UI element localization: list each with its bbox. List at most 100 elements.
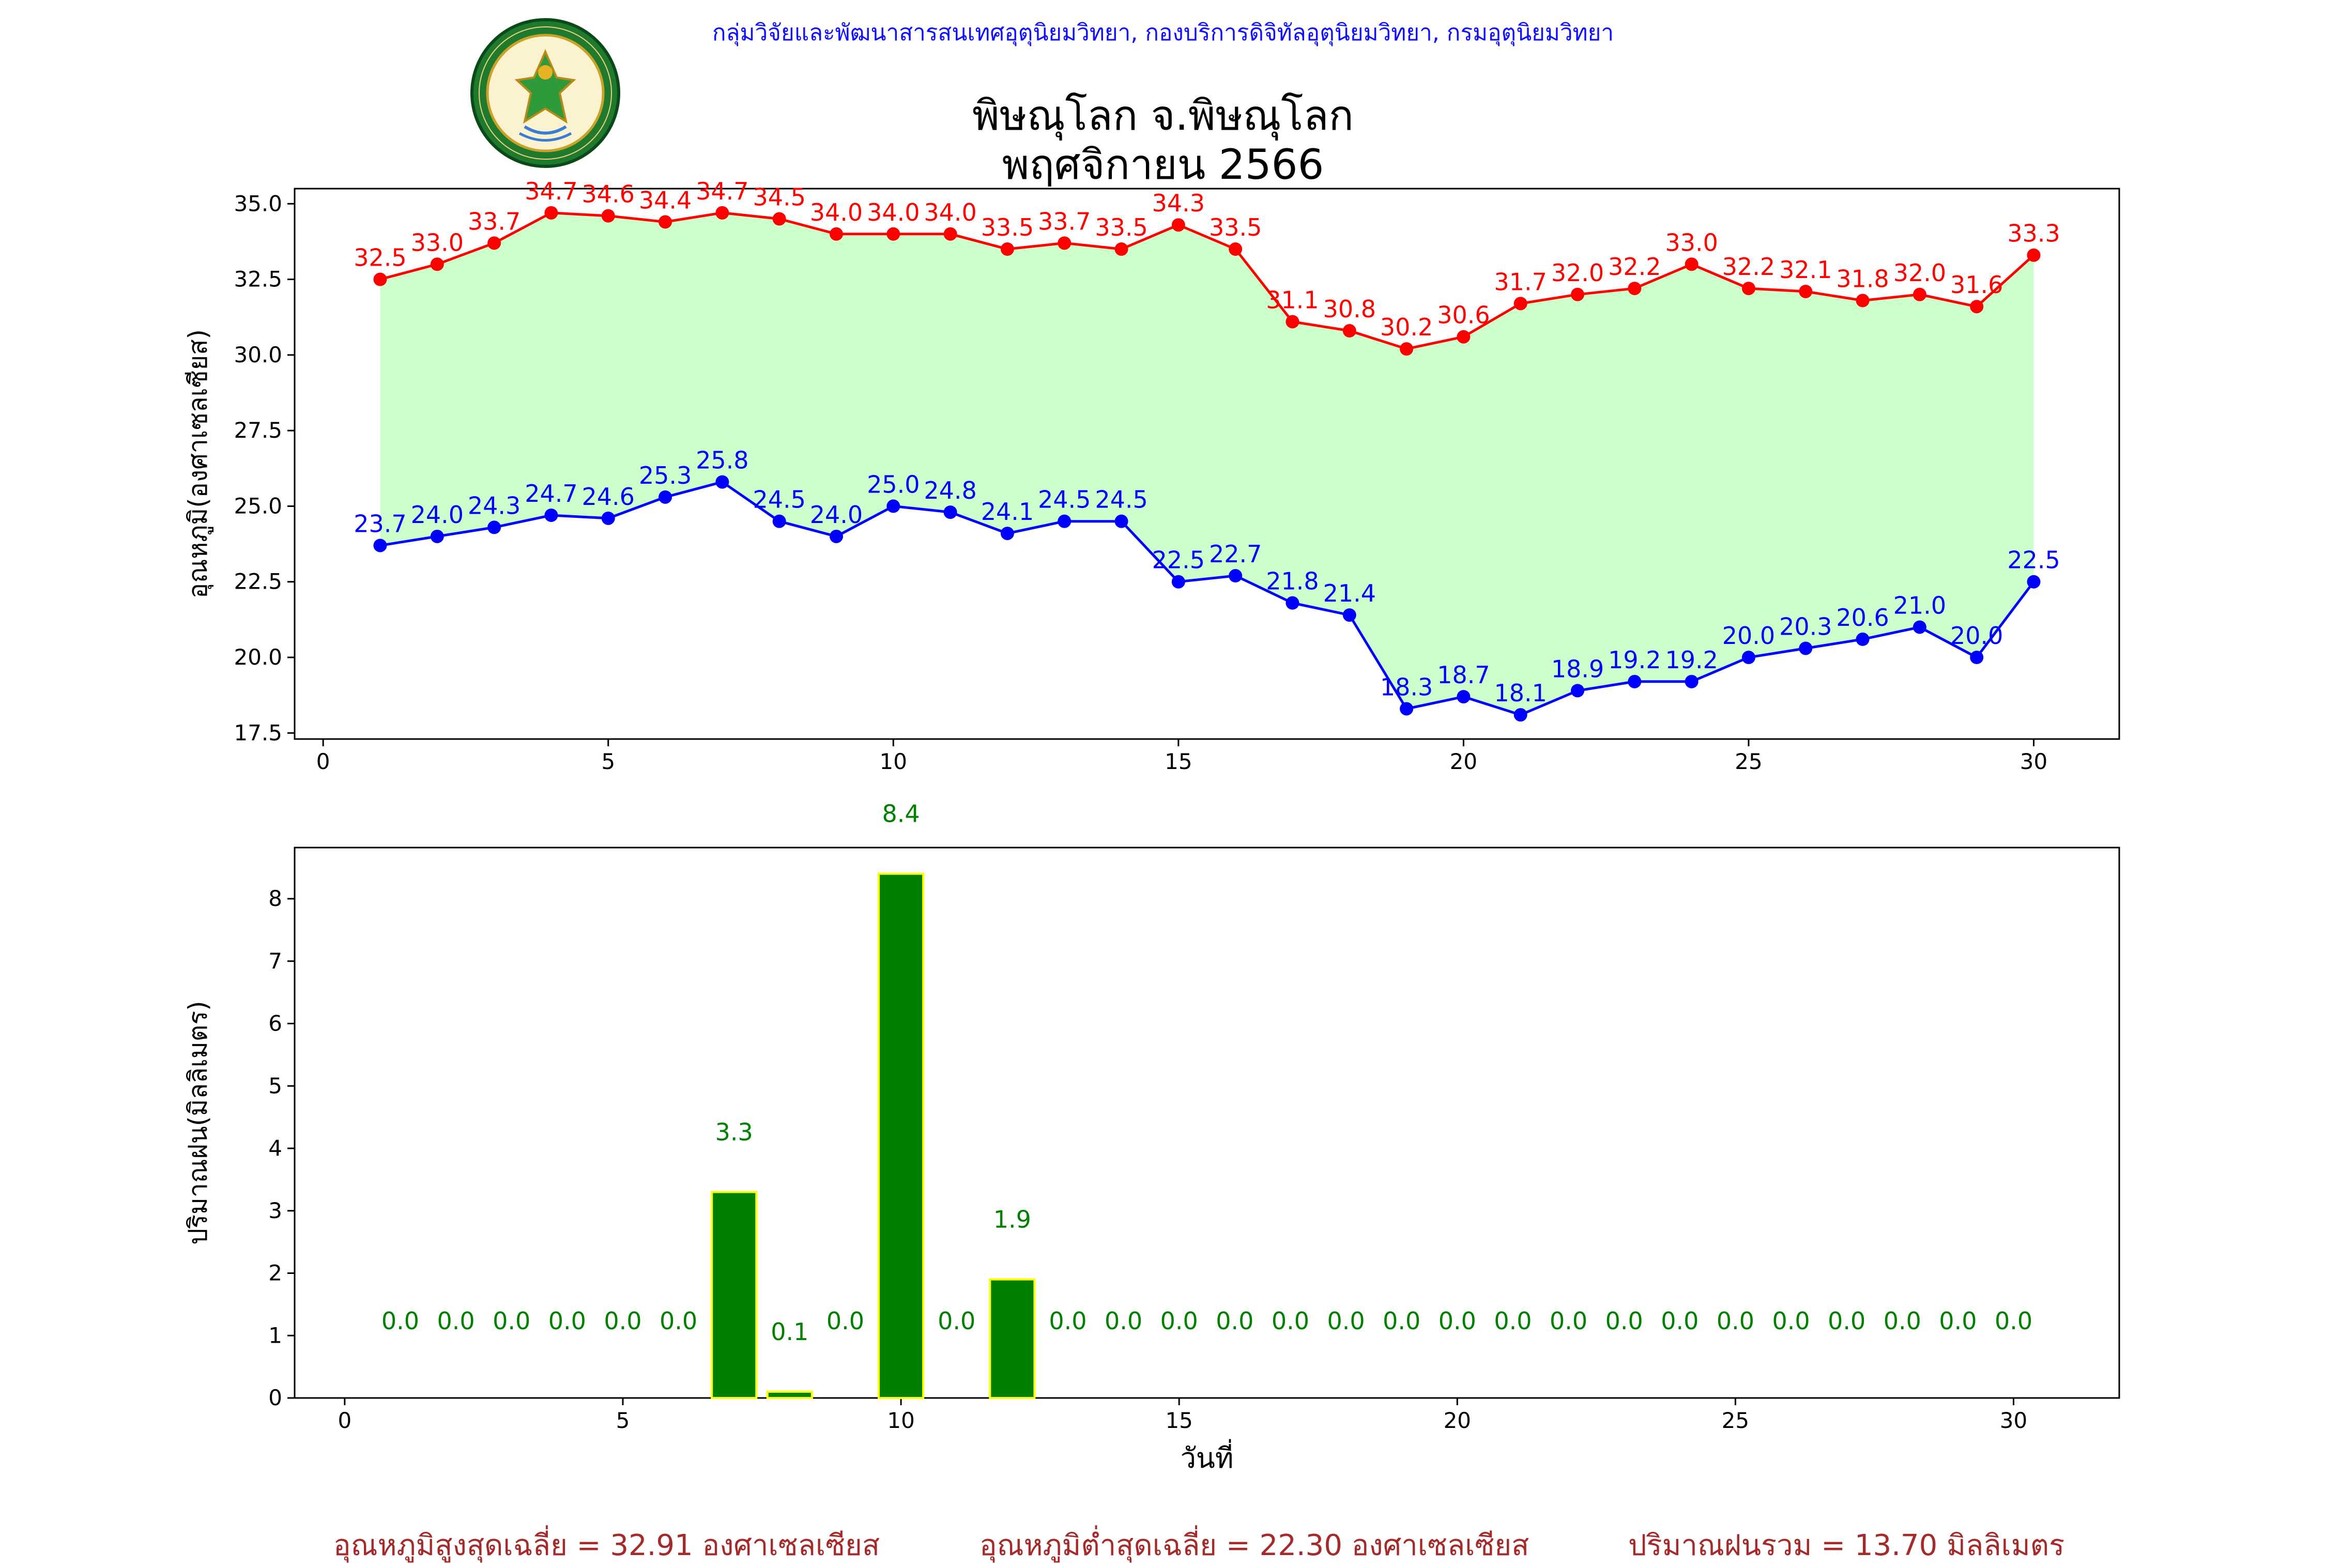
rainfall-chart: 0 5 10 15 20 25 30 0 1 2 3 4 5 6 7 8 ปริมาณฝน(มิลลิเมตร)… <box>183 800 2120 1474</box>
rainfall-label: 0.0 <box>1661 1307 1698 1335</box>
x-tick-label: 5 <box>616 1408 630 1433</box>
min-temperature-point <box>1856 632 1870 646</box>
max-temperature-label: 33.7 <box>468 207 521 235</box>
max-temperature-point <box>659 215 672 229</box>
max-temperature-label: 30.8 <box>1323 295 1376 323</box>
rainfall-label: 0.0 <box>827 1307 864 1335</box>
max-temperature-point <box>886 227 900 241</box>
rainfall-bar <box>878 872 925 1399</box>
y-tick-label: 7 <box>268 948 282 974</box>
max-temperature-label: 30.2 <box>1380 313 1433 341</box>
max-temperature-label: 33.5 <box>1209 213 1262 241</box>
min-temperature-label: 25.3 <box>639 462 692 489</box>
max-temperature-label: 33.5 <box>981 213 1034 241</box>
min-temperature-label: 19.2 <box>1665 646 1718 674</box>
min-temperature-label: 24.6 <box>582 483 635 511</box>
y-tick-label: 22.5 <box>234 569 282 594</box>
max-temperature-point <box>1171 218 1185 232</box>
min-temperature-label: 19.2 <box>1608 646 1661 674</box>
min-temperature-point <box>943 505 957 519</box>
temperature-chart: 0 5 10 15 20 25 30 17.5 20.0 22.5 25.0 27.5 30.0 32.5… <box>183 177 2120 774</box>
min-temperature-point <box>1058 514 1072 528</box>
min-temperature-label: 24.3 <box>468 491 521 519</box>
max-temperature-point <box>1741 282 1755 296</box>
max-temperature-label: 34.6 <box>582 180 635 208</box>
min-temperature-point <box>1342 608 1356 622</box>
min-temperature-label: 20.0 <box>1722 622 1775 650</box>
rainfall-label: 0.0 <box>381 1307 419 1335</box>
min-temperature-point <box>1229 569 1243 583</box>
rainfall-label: 3.3 <box>715 1118 753 1146</box>
rainfall-label: 0.0 <box>548 1307 586 1335</box>
min-temperature-point <box>1912 620 1926 634</box>
total-rainfall: ปริมาณฝนรวม = 13.70 มิลลิเมตร <box>1628 1529 2065 1562</box>
max-temperature-label: 33.0 <box>411 228 464 256</box>
min-temperature-label: 22.5 <box>2007 546 2060 574</box>
min-temperature-point <box>2027 575 2041 589</box>
rainfall-label: 0.0 <box>437 1307 475 1335</box>
min-temperature-point <box>772 514 786 528</box>
rainfall-label: 0.0 <box>1327 1307 1365 1335</box>
x-axis-label: วันที่ <box>1181 1439 1234 1474</box>
rainfall-label: 0.0 <box>1105 1307 1142 1335</box>
max-temperature-label: 30.6 <box>1437 301 1490 329</box>
y-tick-label: 30.0 <box>234 342 282 367</box>
max-temperature-point <box>1400 342 1414 356</box>
min-temperature-line <box>380 480 2035 716</box>
x-tick-label: 15 <box>1165 749 1192 774</box>
rainfall-label: 0.0 <box>1160 1307 1198 1335</box>
y-tick-label: 8 <box>268 886 282 911</box>
max-temperature-point <box>1058 236 1072 250</box>
avg-min-temperature: อุณหภูมิต่ำสุดเฉลี่ย = 22.30 องศาเซลเซีย… <box>980 1529 1529 1562</box>
max-temperature-label: 31.6 <box>1950 271 2003 299</box>
max-temperature-point <box>1970 300 1984 314</box>
avg-max-temperature: อุณหภูมิสูงสุดเฉลี่ย = 32.91 องศาเซลเซีย… <box>333 1529 880 1562</box>
rainfall-label: 0.0 <box>1049 1307 1087 1335</box>
min-temperature-label: 21.4 <box>1323 579 1376 607</box>
min-temperature-point <box>1970 651 1984 665</box>
max-temperature-label: 32.2 <box>1608 253 1661 281</box>
min-temperature-label: 18.1 <box>1494 679 1547 707</box>
rainfall-label: 0.0 <box>1605 1307 1643 1335</box>
min-temperature-label: 23.7 <box>354 510 406 537</box>
max-temperature-label: 32.0 <box>1893 259 1946 287</box>
x-tick-label: 15 <box>1165 1408 1192 1433</box>
min-temperature-label: 25.8 <box>696 447 748 474</box>
min-temperature-label: 24.5 <box>1038 486 1091 514</box>
y-tick-label: 32.5 <box>234 267 282 292</box>
max-temperature-point <box>829 227 843 241</box>
max-temperature-point <box>1114 242 1128 256</box>
min-temperature-point <box>601 511 615 525</box>
meteorological-department-logo <box>470 18 620 168</box>
y-tick-label: 0 <box>268 1385 282 1410</box>
rainfall-label: 0.0 <box>493 1307 530 1335</box>
max-temperature-label: 34.3 <box>1152 189 1205 217</box>
min-temperature-point <box>1000 527 1014 541</box>
rainfall-label: 0.0 <box>1995 1307 2032 1335</box>
min-temperature-point <box>487 520 501 534</box>
rainfall-label: 0.0 <box>1439 1307 1476 1335</box>
max-temperature-point <box>943 227 957 241</box>
x-tick-label: 10 <box>887 1408 914 1433</box>
min-temperature-point <box>1171 575 1185 589</box>
min-temperature-point <box>1799 641 1813 655</box>
rainfall-label: 0.0 <box>660 1307 697 1335</box>
max-temperature-label: 34.4 <box>639 186 692 214</box>
min-temperature-label: 20.6 <box>1836 604 1889 632</box>
min-temperature-point <box>1400 702 1414 716</box>
max-temperature-point <box>715 206 729 220</box>
min-temperature-label: 24.5 <box>1095 486 1147 514</box>
min-temperature-point <box>659 490 672 504</box>
rainfall-label: 0.0 <box>1550 1307 1587 1335</box>
x-tick-label: 5 <box>601 749 615 774</box>
max-temperature-point <box>1799 284 1813 298</box>
max-temperature-point <box>430 257 444 271</box>
max-temperature-point <box>373 272 387 286</box>
x-tick-label: 20 <box>1444 1408 1471 1433</box>
min-temperature-point <box>1114 514 1128 528</box>
min-temperature-point <box>373 539 387 552</box>
max-temperature-point <box>544 206 558 220</box>
max-temperature-point <box>1000 242 1014 256</box>
chart-title-month: พฤศจิกายน 2566 <box>1002 141 1324 189</box>
rainfall-label: 0.0 <box>604 1307 641 1335</box>
